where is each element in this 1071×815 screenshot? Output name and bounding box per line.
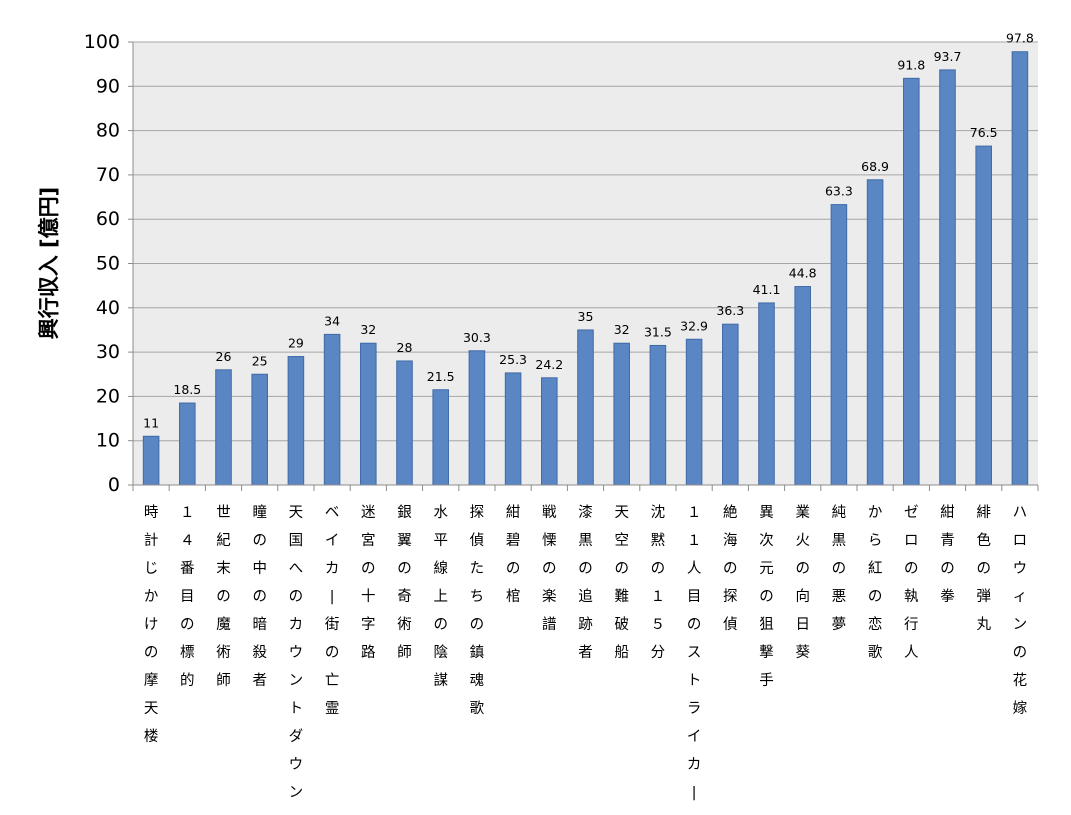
y-tick-label: 70 — [96, 164, 120, 186]
bar — [432, 389, 449, 486]
y-tick-label: 40 — [96, 297, 120, 319]
data-label: 32 — [360, 322, 376, 337]
bar — [360, 342, 377, 486]
x-tick-label: 異次元の狙撃手 — [759, 505, 774, 689]
bar — [685, 338, 703, 486]
x-tick-label: 戦慄の楽譜 — [542, 504, 557, 633]
x-tick-label: 純黒の悪夢 — [832, 504, 847, 633]
x-tick-labels: 時計じかけの摩天楼 １４番目の標的 世紀末の魔術師 瞳の中の暗殺者 天国へのカウントダウ… — [144, 503, 1028, 801]
bar — [1011, 51, 1029, 486]
x-tick-label: 天国へのカウントダウン — [289, 505, 304, 801]
y-tick-label: 0 — [108, 474, 120, 496]
bar — [830, 204, 848, 486]
x-tick-label: １４番目の標的 — [180, 505, 195, 689]
data-label: 41.1 — [753, 282, 781, 297]
bar — [866, 179, 884, 486]
bar — [287, 356, 305, 486]
y-tick-label: 50 — [96, 253, 120, 275]
y-tick-label: 20 — [96, 385, 120, 407]
data-label: 29 — [288, 336, 304, 351]
bar — [541, 377, 558, 486]
bar — [179, 402, 196, 486]
bar — [251, 373, 268, 486]
x-tick-label: 迷宮の十字路 — [361, 504, 376, 661]
x-tick-label: 世紀末の魔術師 — [216, 504, 231, 689]
data-label: 35 — [578, 309, 594, 324]
data-label: 36.3 — [716, 303, 744, 318]
x-tick-label: ハロウィンの花嫁 — [1013, 505, 1028, 717]
data-label: 91.8 — [897, 57, 925, 72]
data-label: 18.5 — [173, 382, 201, 397]
x-tick-label: 業火の向日葵 — [795, 504, 810, 661]
x-tick-label: 漆黒の追跡者 — [578, 504, 593, 661]
data-label: 25 — [252, 353, 268, 368]
y-tick-label: 100 — [84, 31, 120, 53]
bar — [468, 350, 486, 486]
data-label: 68.9 — [861, 159, 889, 174]
bar — [396, 360, 413, 486]
bar — [142, 435, 160, 486]
data-label: 32 — [614, 322, 630, 337]
data-label: 32.9 — [680, 318, 708, 333]
y-tick-label: 30 — [96, 341, 120, 363]
y-tick-labels: 0 10 20 30 40 50 60 70 80 90 100 — [84, 31, 120, 496]
data-label: 97.8 — [1006, 31, 1034, 46]
data-label: 93.7 — [934, 49, 962, 64]
data-labels: 11 18.5 26 25 29 34 32 28 21.5 30.3 25.3 24.2 35 32 31… — [143, 31, 1034, 431]
y-tick-label: 10 — [96, 430, 120, 452]
x-tick-label: 緋色の弾丸 — [976, 504, 991, 633]
x-tick-label: ベイカ|街の亡霊 — [325, 505, 340, 717]
data-label: 24.2 — [535, 357, 563, 372]
bar — [215, 369, 232, 486]
bar — [649, 344, 667, 486]
data-label: 28 — [397, 340, 413, 355]
x-tick-label: 時計じかけの摩天楼 — [144, 504, 159, 745]
data-label: 11 — [143, 415, 159, 430]
x-tick-label: から紅の恋歌 — [868, 504, 883, 661]
bar — [794, 286, 811, 486]
data-label: 26 — [216, 349, 232, 364]
x-tick-label: 天空の難破船 — [614, 505, 629, 661]
data-label: 34 — [324, 313, 340, 328]
bar — [323, 333, 341, 486]
data-label: 25.3 — [499, 352, 527, 367]
x-tick-label: 絶海の探偵 — [723, 504, 738, 633]
x-tick-label: 探偵たちの鎮魂歌 — [470, 504, 485, 717]
x-tick-label: 銀翼の奇術師 — [397, 504, 412, 661]
x-tick-label: 紺碧の棺 — [506, 504, 521, 605]
x-tick-label: １１人目のストライカ| — [687, 505, 702, 801]
x-tick-label: 紺青の拳 — [940, 504, 955, 605]
bar — [975, 145, 992, 486]
data-label: 30.3 — [463, 330, 491, 345]
bar — [903, 77, 920, 486]
y-tick-label: 60 — [96, 208, 120, 230]
y-axis-label: 興行収入 [億円] — [37, 187, 61, 340]
x-tick-label: 沈黙の１５分 — [651, 504, 666, 661]
bar — [939, 69, 956, 486]
y-tick-label: 80 — [96, 120, 120, 142]
y-tick-label: 90 — [96, 75, 120, 97]
bar — [758, 302, 775, 486]
data-label: 63.3 — [825, 184, 853, 199]
bars — [142, 51, 1029, 486]
bar — [504, 372, 522, 486]
data-label: 76.5 — [970, 125, 998, 140]
bar — [613, 342, 630, 486]
x-tick-label: 瞳の中の暗殺者 — [252, 503, 267, 689]
data-label: 21.5 — [427, 369, 455, 384]
data-label: 31.5 — [644, 324, 672, 339]
x-tick-label: 水平線上の陰謀 — [433, 504, 448, 689]
x-tick-label: ゼロの執行人 — [904, 504, 919, 661]
axes — [132, 42, 1039, 491]
bar — [722, 323, 739, 486]
bar — [577, 329, 594, 486]
data-label: 44.8 — [789, 266, 817, 281]
